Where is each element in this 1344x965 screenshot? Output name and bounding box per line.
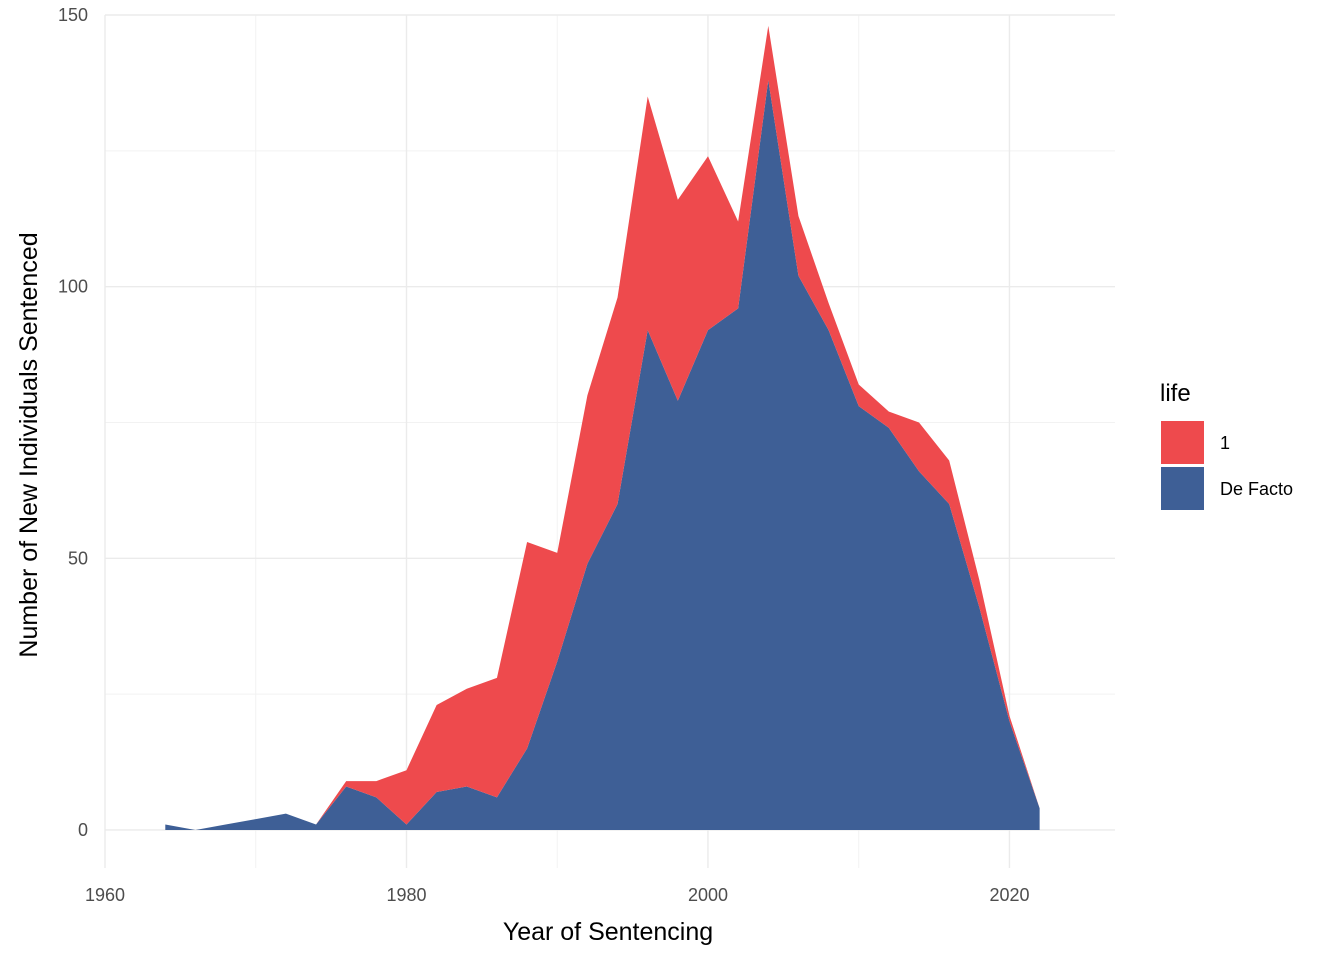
- x-tick-label: 2020: [989, 885, 1029, 905]
- x-tick-label: 2000: [688, 885, 728, 905]
- y-tick-label: 50: [68, 548, 88, 568]
- x-tick-label: 1960: [85, 885, 125, 905]
- legend-label-de-facto: De Facto: [1220, 479, 1293, 499]
- legend: life 1 De Facto: [1160, 380, 1293, 510]
- x-axis-title: Year of Sentencing: [503, 918, 713, 946]
- legend-label-1: 1: [1220, 433, 1230, 453]
- y-tick-label: 0: [78, 820, 88, 840]
- legend-title: life: [1160, 380, 1191, 407]
- legend-items: 1 De Facto: [1161, 421, 1293, 510]
- area-series-de-facto: [165, 80, 1040, 830]
- area-series-1: [165, 25, 1040, 830]
- legend-swatch-de-facto: [1161, 467, 1204, 510]
- x-axis-tick-labels: 1960 1980 2000 2020: [85, 885, 1030, 905]
- legend-swatch-1: [1161, 421, 1204, 464]
- y-tick-label: 100: [58, 277, 88, 297]
- stacked-areas: [165, 25, 1040, 830]
- y-axis-tick-labels: 0 50 100 150: [58, 5, 88, 840]
- y-tick-label: 150: [58, 5, 88, 25]
- y-axis-title: Number of New Individuals Sentenced: [15, 232, 43, 657]
- x-tick-label: 1980: [386, 885, 426, 905]
